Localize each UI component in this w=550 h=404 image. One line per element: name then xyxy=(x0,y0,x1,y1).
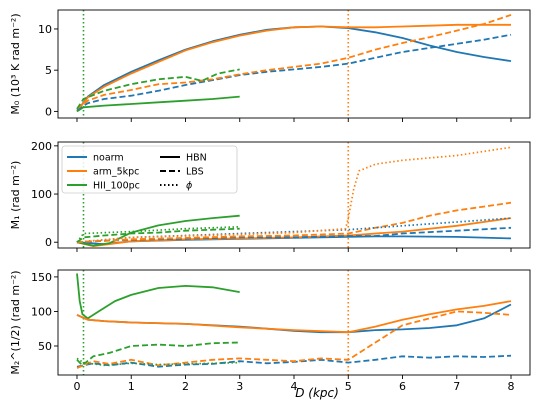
panel-1: 0 5 10 M₀ (10³ K rad m⁻²) xyxy=(9,9,531,122)
x-axis-label: D (kpc) xyxy=(295,386,339,400)
x-tick-label: 3 xyxy=(236,380,243,393)
panel-frame xyxy=(57,9,531,119)
legend-label: HBN xyxy=(186,153,207,164)
legend-box xyxy=(61,145,238,194)
series-arm_5kpc-dashed xyxy=(76,201,512,244)
legend-label: arm_5kpc xyxy=(93,167,139,178)
x-tick-label: 0 xyxy=(73,380,80,393)
series-HII_100pc-solid xyxy=(76,214,240,247)
series-noarm-dashed xyxy=(76,33,512,111)
x-tick-label: 2 xyxy=(182,380,189,393)
series-HII_100pc-dotted xyxy=(76,357,240,367)
panel-2: 0 100 200 M₁ (rad m⁻²) xyxy=(9,140,531,252)
x-tick-label: 7 xyxy=(453,380,460,393)
series-HII_100pc-dashed xyxy=(76,227,240,243)
y-tick-label: 5 xyxy=(45,64,52,77)
y-axis-label: M₂^(1/2) (rad m⁻²) xyxy=(9,270,22,374)
y-axis-label: M₁ (rad m⁻²) xyxy=(9,161,22,230)
y-tick-label: 100 xyxy=(31,188,52,201)
legend-label: noarm xyxy=(93,153,124,164)
series-arm_5kpc-solid xyxy=(76,300,512,334)
x-tick-label: 4 xyxy=(291,380,298,393)
x-tick-label: 6 xyxy=(399,380,406,393)
legend-label: LBS xyxy=(186,167,204,178)
series-arm_5kpc-dashed xyxy=(76,14,512,110)
series-noarm-solid xyxy=(76,303,512,334)
x-tick-label: 8 xyxy=(508,380,515,393)
panel-3: 0 1 2 3 4 5 6 7 8 50 100 150 M₂^(1/2) (rad m⁻²) xyxy=(9,269,531,393)
y-tick-label: 150 xyxy=(31,271,52,284)
legend-label: ϕ xyxy=(186,181,192,192)
y-tick-label: 200 xyxy=(31,140,52,153)
x-tick-label: 1 xyxy=(128,380,135,393)
y-tick-label: 0 xyxy=(45,105,52,118)
series-HII_100pc-solid xyxy=(76,273,240,320)
legend-label: HII_100pc xyxy=(93,181,140,192)
series-HII_100pc-solid xyxy=(76,95,240,113)
legend: noarm arm_5kpc HII_100pc HBN LBS ϕ xyxy=(61,145,238,194)
series-arm_5kpc-dashed xyxy=(76,310,512,369)
y-tick-label: 10 xyxy=(38,23,52,36)
series-arm_5kpc-dotted xyxy=(76,146,512,244)
series-HII_100pc-dashed xyxy=(76,341,240,367)
y-tick-label: 50 xyxy=(38,340,52,353)
y-tick-label: 0 xyxy=(45,236,52,249)
y-tick-label: 100 xyxy=(31,305,52,318)
series-HII_100pc-dashed xyxy=(76,68,240,110)
series-arm_5kpc-solid xyxy=(76,23,511,112)
y-axis-label: M₀ (10³ K rad m⁻²) xyxy=(9,13,22,114)
x-tick-label: 5 xyxy=(345,380,352,393)
